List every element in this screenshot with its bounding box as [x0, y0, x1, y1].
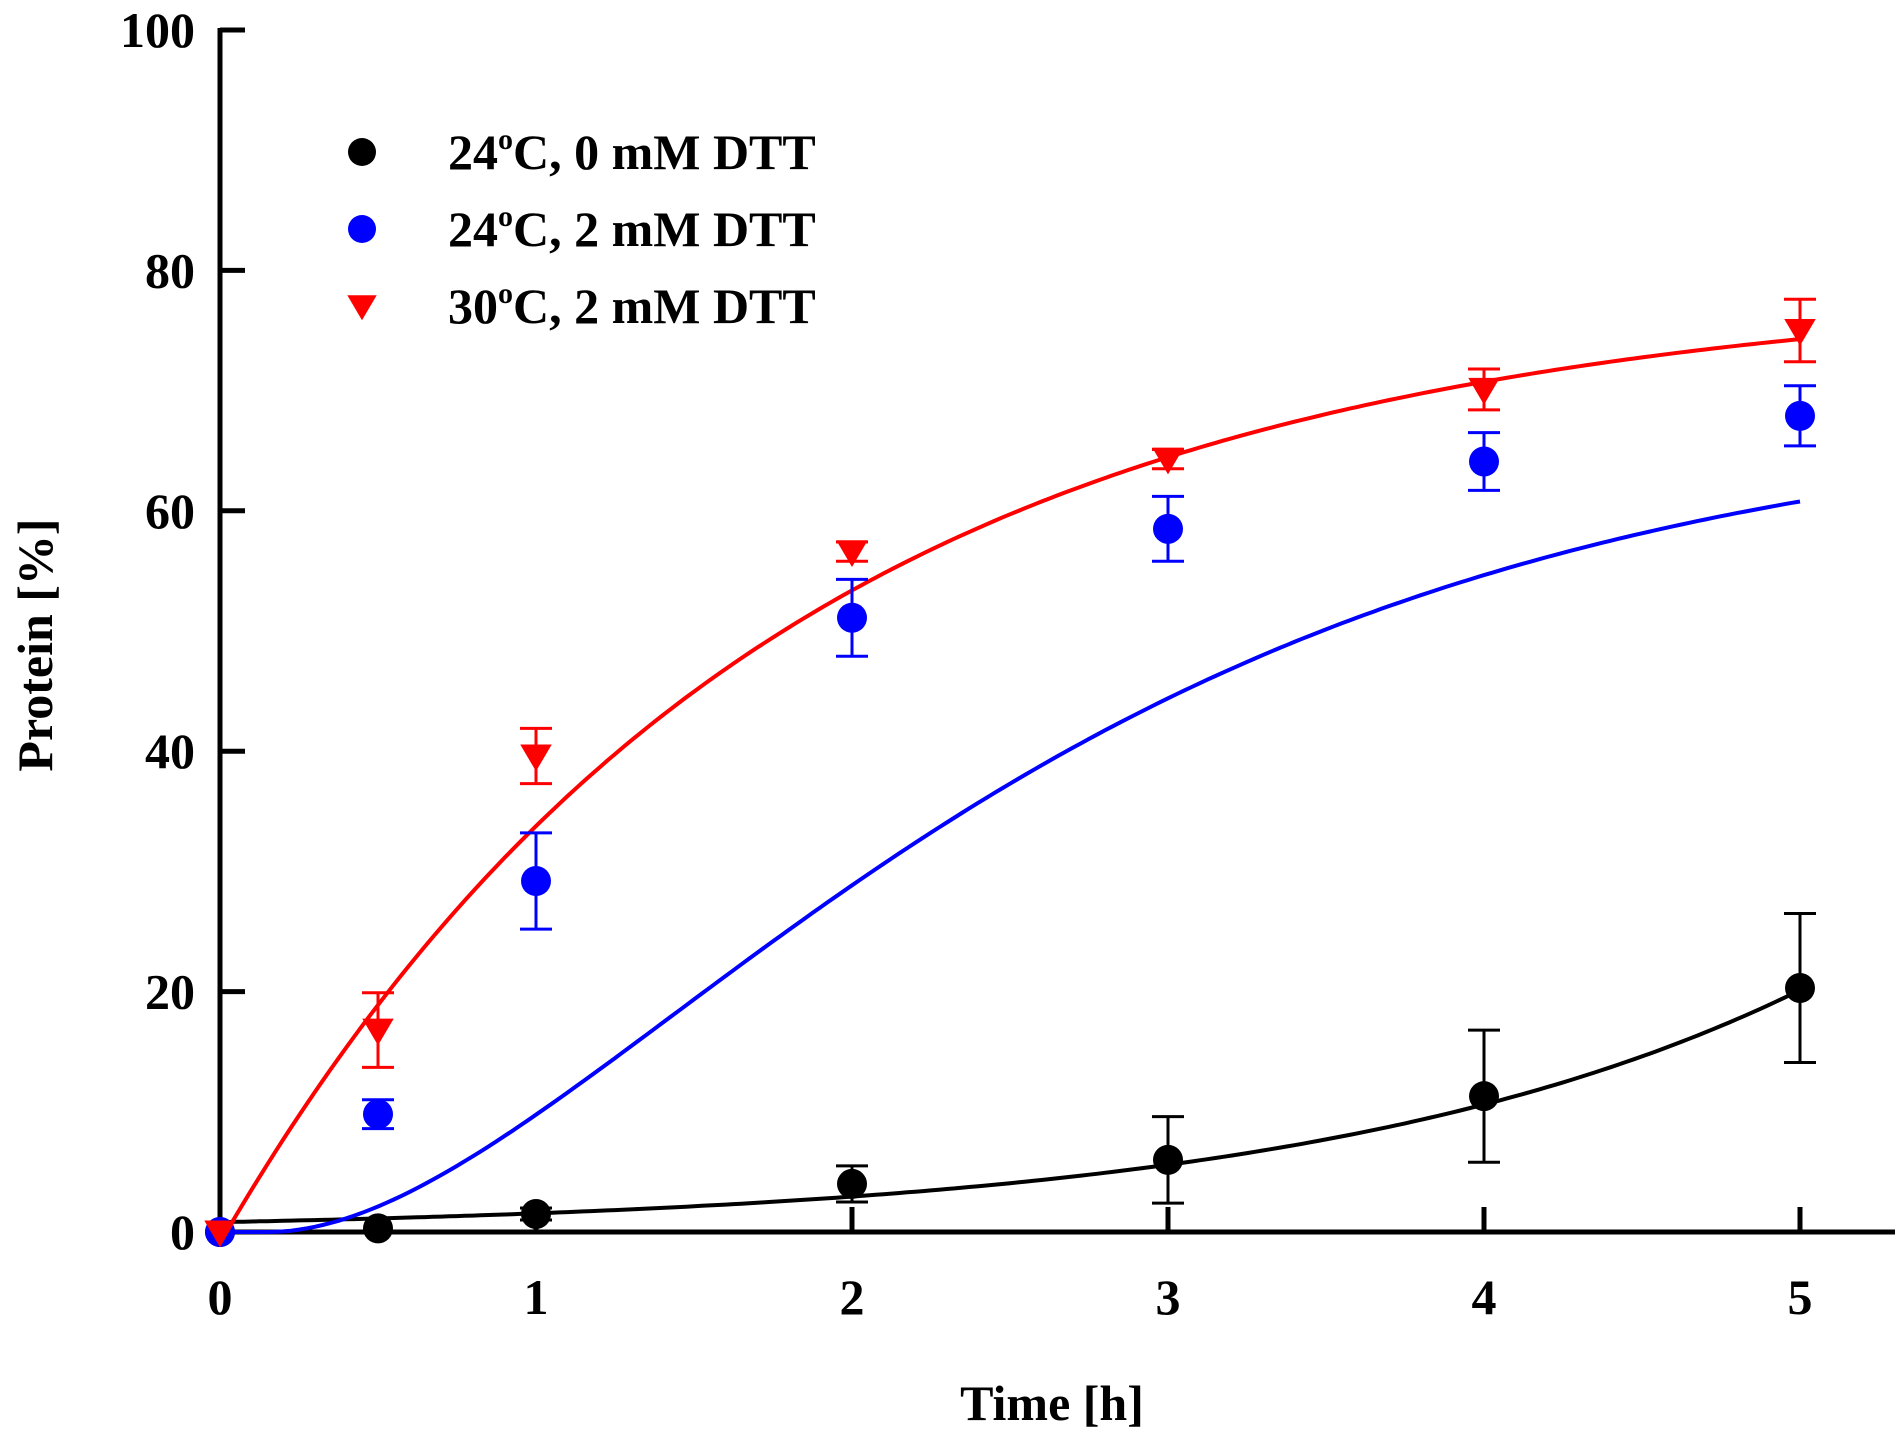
data-points: [204, 297, 1816, 1248]
legend: 24oC, 0 mM DTT 24oC, 2 mM DTT 30oC, 2 mM D…: [347, 123, 816, 334]
y-tick-label: 0: [170, 1204, 195, 1260]
data-point: [837, 602, 867, 633]
data-point: [363, 1213, 393, 1244]
legend-marker: [347, 295, 377, 321]
data-point: [1785, 400, 1815, 431]
legend-label: 24oC, 2 mM DTT: [448, 200, 816, 257]
data-point: [1469, 446, 1499, 477]
data-point: [204, 1220, 236, 1248]
data-point: [1153, 1144, 1183, 1175]
x-tick-label: 4: [1472, 1269, 1497, 1325]
legend-marker: [348, 215, 376, 243]
y-tick-label: 20: [145, 964, 195, 1020]
y-axis-title: Protein [%]: [7, 518, 63, 771]
x-tick-label: 3: [1156, 1269, 1181, 1325]
axes: 0 1 2 3 4 5 0 20 40 60 80 100: [120, 2, 1895, 1325]
y-tick-label: 100: [120, 2, 195, 58]
data-point: [837, 1168, 867, 1199]
data-point: [362, 1018, 394, 1046]
data-point: [1785, 972, 1815, 1003]
fit-curve: [220, 499, 1801, 1234]
data-point: [1152, 447, 1184, 475]
data-point: [1784, 319, 1816, 346]
legend-label: 30oC, 2 mM DTT: [448, 277, 816, 334]
x-tick-label: 1: [524, 1269, 549, 1325]
fit-curves: [219, 337, 1801, 1234]
data-point: [836, 540, 868, 567]
data-point: [521, 1198, 551, 1229]
fit-curve: [219, 988, 1801, 1225]
data-point: [363, 1099, 393, 1130]
legend-marker: [348, 138, 376, 166]
x-tick-label: 5: [1788, 1269, 1813, 1325]
data-point: [1153, 513, 1183, 544]
x-tick-label: 0: [208, 1269, 233, 1325]
legend-label: 24oC, 0 mM DTT: [448, 123, 816, 180]
x-tick-label: 2: [840, 1269, 865, 1325]
x-axis-title: Time [h]: [960, 1375, 1144, 1431]
data-point: [1468, 377, 1500, 405]
data-point: [1469, 1081, 1499, 1112]
data-point: [520, 744, 552, 772]
data-point: [521, 866, 551, 897]
y-tick-label: 60: [145, 483, 195, 539]
y-tick-label: 40: [145, 723, 195, 779]
fit-curve: [219, 337, 1801, 1234]
y-tick-label: 80: [145, 242, 195, 298]
